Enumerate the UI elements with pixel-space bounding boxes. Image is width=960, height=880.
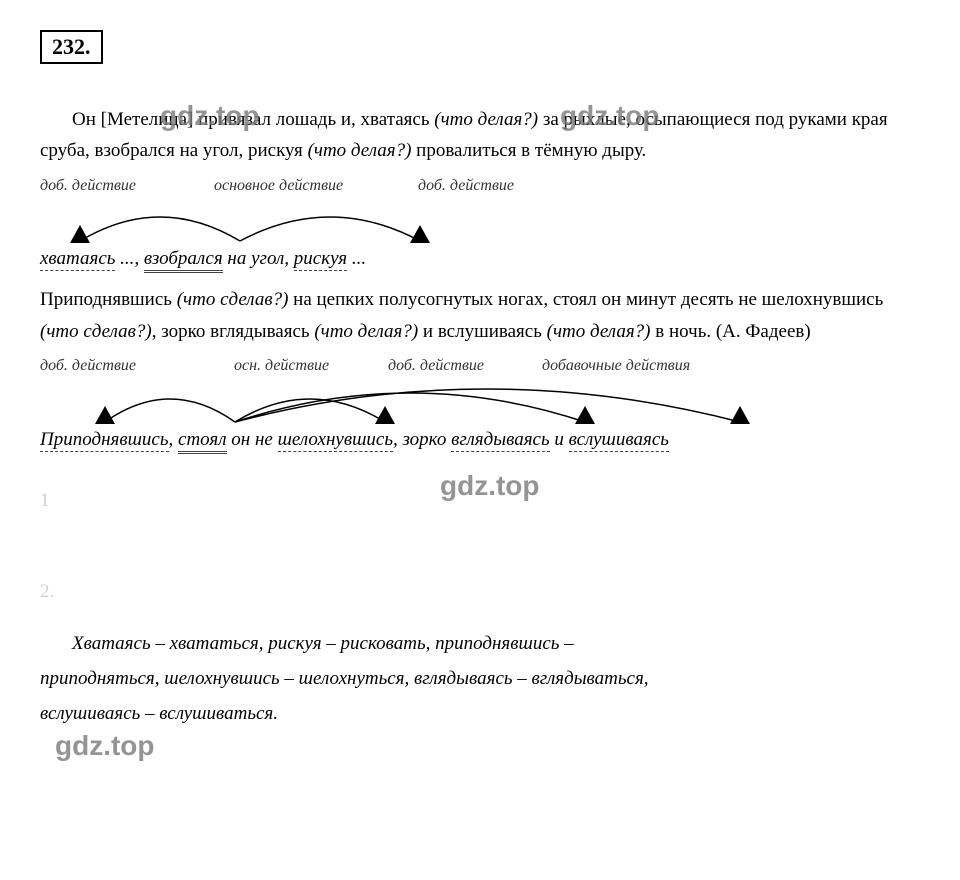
diagram-arcs-1 [40, 203, 920, 243]
question-italic: (что делая?) [308, 140, 412, 161]
text-run: Приподнявшись [40, 289, 177, 310]
triangle-icon [95, 406, 115, 424]
text-run: , [169, 429, 179, 450]
triangle-icon [375, 406, 395, 424]
main-content: Он [Метелица] привязал лошадь и, хватаяс… [40, 104, 920, 730]
label: основное действие [214, 173, 414, 199]
text-run: , зорко вглядываясь [152, 321, 315, 342]
triangle-icon [575, 406, 595, 424]
label: осн. действие [234, 353, 384, 379]
question-italic: (что сделав?) [177, 289, 289, 310]
text-run: и вслушиваясь [418, 321, 546, 342]
question-italic: (что делая?) [547, 321, 651, 342]
label: добавочные действия [542, 353, 690, 379]
word-gerund: шелохнувшись [278, 429, 393, 452]
word-gerund: вглядываясь [451, 429, 550, 452]
diagram-words-1: хватаясь ..., взобрался на угол, рискуя … [40, 243, 920, 274]
text-run: он не [227, 429, 278, 450]
part2-line2: приподняться, шелохнувшись – шелохнуться… [40, 663, 920, 694]
label: доб. действие [418, 173, 514, 199]
text-run: ..., [115, 248, 144, 269]
word-gerund: вслушиваясь [569, 429, 669, 452]
label: доб. действие [40, 353, 230, 379]
exercise-number: 232. [40, 30, 103, 64]
watermark: gdz.top [160, 100, 260, 132]
part2-line1: Хватаясь – хвататься, рискуя – рисковать… [40, 628, 920, 659]
label: доб. действие [388, 353, 538, 379]
word-gerund: Приподнявшись [40, 429, 169, 452]
action-labels-2: доб. действие осн. действие доб. действи… [40, 353, 920, 379]
text-run: , зорко [393, 429, 451, 450]
part2-line3: вслушиваясь – вслушиваться. [40, 698, 920, 729]
text-run: в ночь. (А. Фадеев) [650, 321, 810, 342]
question-italic: (что делая?) [314, 321, 418, 342]
section-2-num: 2. [40, 576, 920, 607]
diagram-arcs-2 [40, 384, 920, 424]
word-gerund: рискуя [294, 248, 347, 271]
question-italic: (что делая?) [434, 109, 538, 130]
text-run: провалиться в тёмную дыру. [411, 140, 646, 161]
triangle-icon [730, 406, 750, 424]
word-gerund: хватаясь [40, 248, 115, 271]
question-italic: (что сделав?) [40, 321, 152, 342]
word-verb: взобрался [144, 248, 223, 273]
text-run: и [550, 429, 569, 450]
triangle-icon [70, 225, 90, 243]
text-run: на угол, [223, 248, 294, 269]
action-labels-1: доб. действие основное действие доб. дей… [40, 173, 920, 199]
word-verb: стоял [178, 429, 227, 454]
label: доб. действие [40, 173, 210, 199]
triangle-icon [410, 225, 430, 243]
watermark: gdz.top [440, 470, 540, 502]
watermark: gdz.top [560, 100, 660, 132]
diagram-words-2: Приподнявшись, стоял он не шелохнувшись,… [40, 424, 920, 455]
watermark: gdz.top [55, 730, 155, 762]
paragraph-2: Приподнявшись (что сделав?) на цепких по… [40, 284, 920, 347]
text-run: ... [347, 248, 366, 269]
text-run: на цепких полусогнутых ногах, стоял он м… [288, 289, 883, 310]
